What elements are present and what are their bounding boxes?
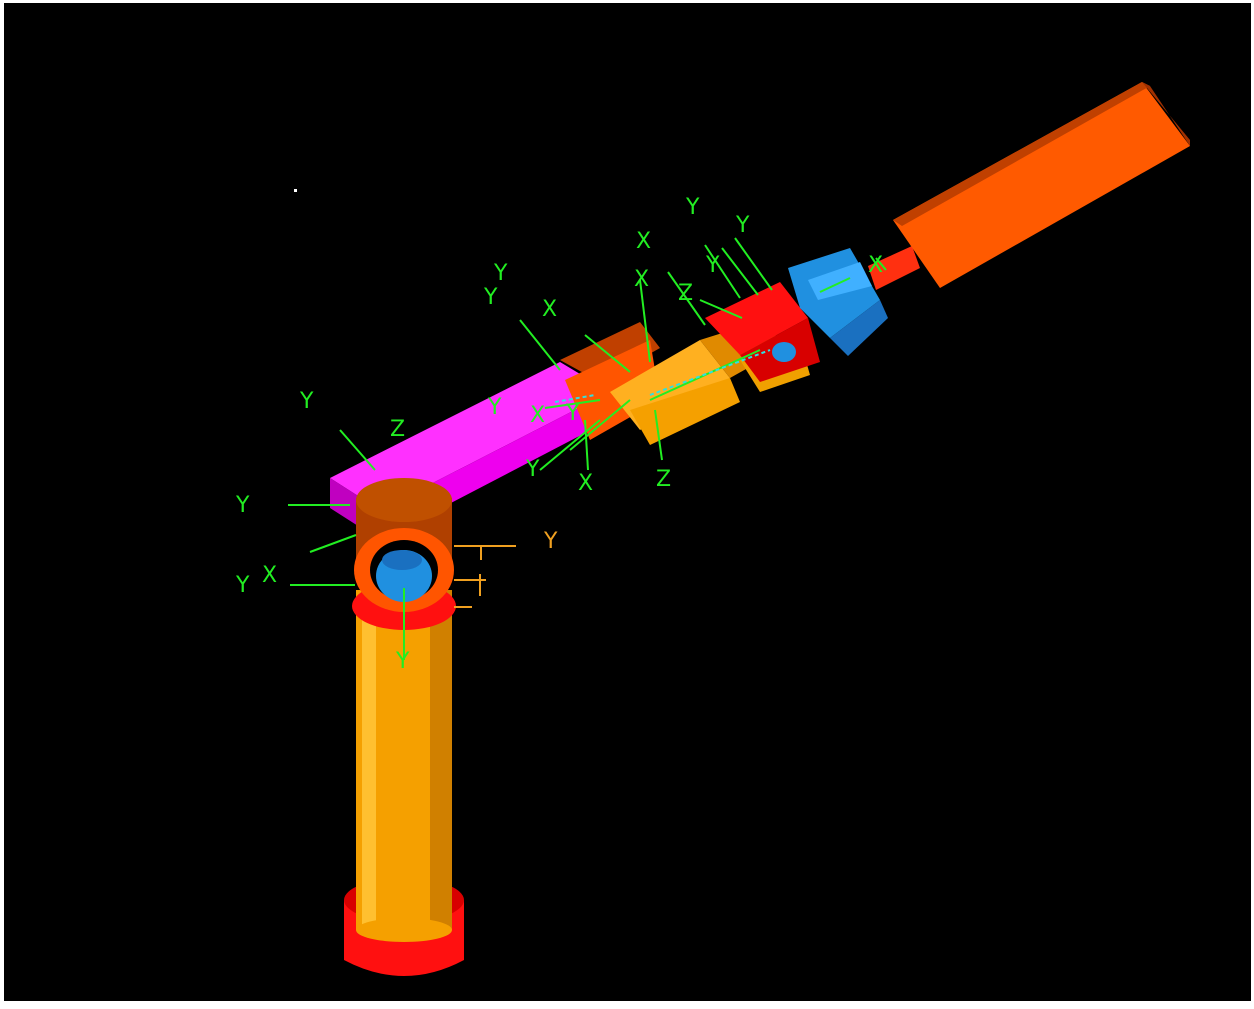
end-effector-top (893, 82, 1190, 288)
axis-label-y: Y (235, 573, 250, 598)
axis-line (875, 257, 887, 271)
3d-viewport[interactable]: Y Z Y Y X Y Y Y X Y Y X Y X X Z X (4, 3, 1251, 1001)
axis-label-group: Y Z Y Y X Y Y Y X Y Y X Y X X Z X (235, 195, 883, 674)
end-effector-link (893, 82, 1190, 288)
column-highlight (362, 590, 376, 930)
axis-label-y: Y (705, 253, 720, 278)
shoulder-hub-top (382, 550, 422, 570)
guide-line (649, 349, 771, 396)
axis-label-y: Y (525, 457, 540, 482)
axis-line (309, 534, 357, 553)
axis-line (721, 247, 759, 296)
axis-line (654, 409, 663, 461)
axis-line (734, 237, 773, 291)
light-marker (294, 189, 297, 192)
end-effector-back (893, 82, 1150, 226)
wrist-link (705, 246, 920, 382)
axis-line (584, 334, 631, 373)
axis-label-y: Y (565, 401, 580, 426)
axis-label-x: X (542, 297, 557, 322)
wrist-hub (772, 342, 796, 362)
axis-label-y: Y (395, 649, 410, 674)
axis-label-y: Y (483, 285, 498, 310)
elbow-block-back (560, 322, 660, 382)
axis-label-x: X (634, 267, 649, 292)
robot-arm-scene: Y Z Y Y X Y Y Y X Y Y X Y X X Z X (235, 82, 1190, 976)
elbow-block-front (565, 340, 660, 440)
axis-label-x: X (868, 253, 883, 278)
coordinate-frames (288, 237, 887, 660)
axis-label-y: Y (735, 213, 750, 238)
axis-line (704, 244, 741, 299)
shoulder-joint (354, 478, 454, 612)
axis-line (819, 277, 851, 293)
axis-label-x: X (578, 471, 593, 496)
wrist-red-top (705, 282, 808, 355)
axis-label-z: Z (678, 281, 693, 306)
column-shade (430, 590, 452, 930)
axis-label-x: X (530, 403, 545, 428)
axis-line (569, 399, 631, 451)
axis-label-y-orange: Y (543, 529, 558, 554)
gripper-jaw (830, 300, 888, 356)
axis-label-x: X (262, 563, 277, 588)
axis-label-y: Y (299, 389, 314, 414)
axis-line (699, 299, 743, 319)
axis-line (667, 271, 706, 326)
axis-label-y: Y (685, 195, 700, 220)
column-bottom (356, 918, 452, 942)
upper-arm-top (330, 362, 610, 510)
orange-frame (454, 545, 516, 608)
axis-line (639, 279, 651, 363)
guide-lines (554, 349, 771, 403)
axis-line (544, 399, 601, 409)
axis-label-y: Y (487, 395, 502, 420)
axis-label-z: Z (390, 417, 405, 442)
axis-line (339, 429, 376, 471)
axis-line (584, 419, 589, 471)
axis-line (519, 319, 561, 371)
axis-label-z: Z (656, 467, 671, 492)
tool-rod (868, 246, 920, 290)
axis-label-y: Y (235, 493, 250, 518)
axis-label-y: Y (493, 261, 508, 286)
shoulder-top (356, 478, 452, 522)
axis-label-x: X (636, 229, 651, 254)
axis-line (539, 419, 601, 471)
